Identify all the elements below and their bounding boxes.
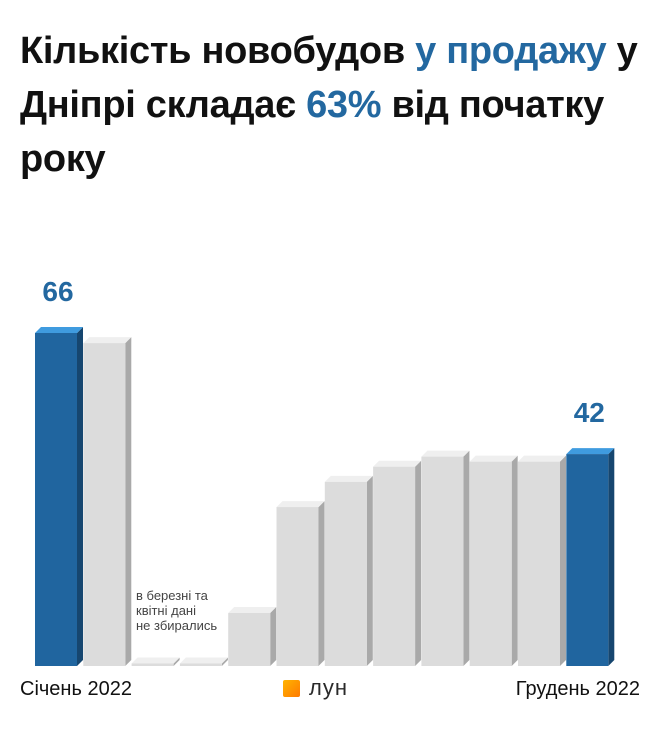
bar-side (318, 501, 325, 666)
page-title: Кількість новобудов у продажу у Дніпрі с… (20, 24, 650, 186)
bar-top (179, 657, 228, 664)
bar-top (469, 455, 518, 462)
bar-side (77, 327, 83, 666)
note-line-2: квітні дані (136, 603, 196, 618)
bar-front (228, 613, 271, 666)
bar-11 (518, 455, 566, 666)
missing-data-note: в березні та квітні дані не збирались (136, 588, 256, 633)
bar-side (270, 607, 277, 666)
title-part-5: від початку року (20, 84, 604, 180)
bar-8 (373, 460, 422, 666)
bar-side (511, 455, 518, 666)
title-part-1: Кількість новобудов (20, 30, 416, 72)
bar-3 (131, 657, 180, 666)
bar-side (366, 475, 373, 666)
bar-side (463, 450, 470, 666)
bar-top (131, 657, 180, 664)
note-line-3: не збирались (136, 618, 218, 633)
bar-top (35, 327, 83, 333)
brand-mark-icon (283, 679, 300, 697)
bar-front (131, 663, 174, 666)
x-axis-end-label: Грудень 2022 (515, 678, 640, 700)
bar-front (518, 461, 560, 666)
bar-side (560, 455, 566, 666)
bar-front (469, 461, 512, 666)
bar-front (179, 663, 222, 666)
bar-front (83, 343, 126, 666)
bar-side (608, 448, 615, 666)
bar-side (415, 460, 422, 666)
data-label-1: 66 (42, 276, 73, 307)
bar-2 (83, 337, 132, 666)
bar-12 (566, 448, 615, 666)
bar-4 (179, 657, 228, 666)
bar-5 (228, 607, 277, 666)
bar-front (276, 507, 319, 666)
bar-top (83, 337, 132, 344)
bar-6 (276, 501, 325, 666)
bar-side (173, 657, 180, 666)
bar-top (566, 448, 615, 455)
bar-1 (35, 327, 83, 666)
title-part-3: у Дніпрі складає (20, 30, 638, 126)
bar-top (421, 450, 470, 457)
bar-front (35, 333, 77, 666)
bar-top (373, 460, 422, 467)
bar-10 (469, 455, 518, 666)
bar-top (276, 501, 325, 508)
bar-7 (324, 475, 373, 666)
bar-9 (421, 450, 470, 666)
bar-top (324, 475, 373, 482)
bar-front (421, 456, 464, 666)
bar-side (125, 337, 132, 666)
brand-name: лун (309, 675, 348, 700)
bar-front (566, 454, 609, 666)
bar-top (228, 607, 277, 614)
bar-side (221, 657, 228, 666)
x-axis-start-label: Січень 2022 (20, 678, 132, 700)
bar-front (373, 466, 416, 666)
data-label-12: 42 (574, 397, 605, 428)
title-highlight-in-sale: у продажу (415, 30, 607, 72)
note-line-1: в березні та (136, 588, 208, 603)
title-highlight-percent: 63% (306, 84, 382, 126)
brand-logo: лун (283, 675, 348, 700)
bar-top (518, 455, 566, 462)
bar-front (324, 481, 367, 666)
